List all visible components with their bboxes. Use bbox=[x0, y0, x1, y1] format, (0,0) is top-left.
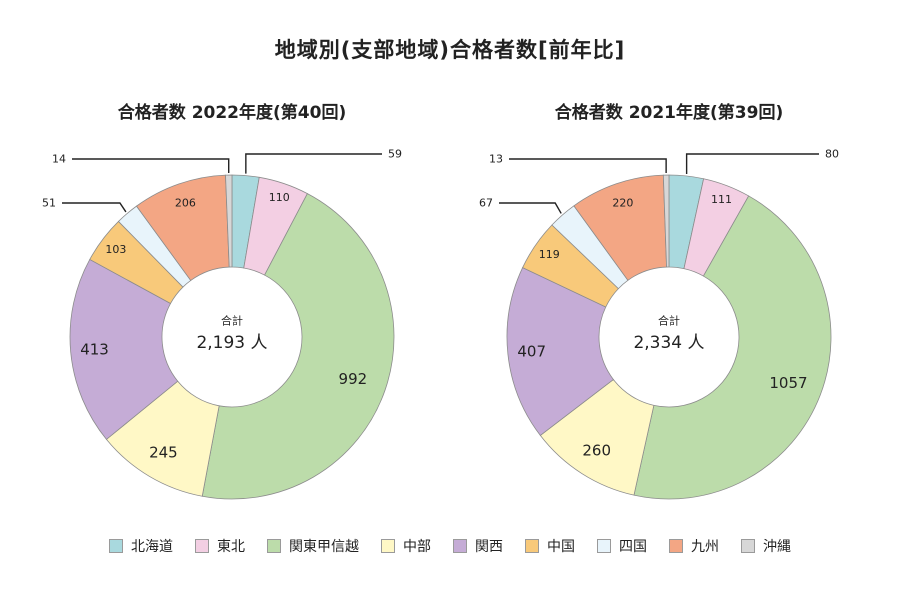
value-label: 413 bbox=[80, 341, 109, 359]
center-label: 合計 bbox=[658, 314, 680, 328]
legend-item: 四国 bbox=[597, 536, 647, 556]
value-label: 80 bbox=[825, 148, 839, 161]
legend-item: 中部 bbox=[381, 536, 431, 556]
legend-item: 九州 bbox=[669, 536, 719, 556]
legend-label: 九州 bbox=[691, 539, 719, 555]
legend-item: 沖縄 bbox=[741, 536, 791, 556]
callout-line bbox=[72, 158, 230, 174]
value-label: 103 bbox=[105, 243, 126, 256]
value-label: 407 bbox=[517, 342, 546, 360]
callout-line bbox=[499, 202, 562, 214]
legend-label: 中国 bbox=[547, 539, 575, 555]
legend-swatch bbox=[453, 539, 467, 553]
legend-swatch bbox=[109, 539, 123, 553]
value-label: 111 bbox=[711, 193, 732, 206]
slice-関東甲信越 bbox=[633, 195, 832, 500]
legend-item: 中国 bbox=[525, 536, 575, 556]
legend-item: 東北 bbox=[195, 536, 245, 556]
legend-label: 中部 bbox=[403, 539, 431, 555]
legend-swatch bbox=[669, 539, 683, 553]
chart-title-2022: 合格者数 2022年度(第40回) bbox=[117, 103, 347, 123]
chart-title-2021: 合格者数 2021年度(第39回) bbox=[554, 103, 784, 123]
legend-label: 関東甲信越 bbox=[289, 539, 359, 555]
value-label: 119 bbox=[539, 248, 560, 261]
slice-関西 bbox=[506, 267, 614, 436]
callout-line bbox=[685, 153, 819, 174]
slice-関東甲信越 bbox=[201, 193, 395, 500]
slice-沖縄 bbox=[225, 174, 233, 268]
legend-label: 四国 bbox=[619, 539, 647, 555]
center-total: 2,193 人 bbox=[196, 333, 267, 353]
donut-chart-0: 59 110 992 245 413 103 51 206 14 合計 2,193 人 bbox=[42, 148, 402, 500]
value-label: 992 bbox=[339, 370, 368, 388]
value-label: 1057 bbox=[769, 374, 807, 392]
legend-label: 北海道 bbox=[131, 539, 173, 555]
legend-swatch bbox=[195, 539, 209, 553]
legend-label: 関西 bbox=[475, 539, 503, 555]
legend-swatch bbox=[525, 539, 539, 553]
value-label: 260 bbox=[582, 441, 611, 459]
legend-swatch bbox=[741, 539, 755, 553]
value-label: 206 bbox=[175, 197, 196, 210]
legend-item: 北海道 bbox=[109, 536, 173, 556]
value-label: 13 bbox=[489, 153, 503, 166]
legend-swatch bbox=[267, 539, 281, 553]
value-label: 110 bbox=[269, 191, 290, 204]
legend-item: 関西 bbox=[453, 536, 503, 556]
legend-label: 沖縄 bbox=[763, 539, 791, 555]
slice-沖縄 bbox=[662, 174, 670, 268]
legend: 北海道 東北 関東甲信越 中部 関西 中国 四国 九州 沖縄 bbox=[0, 534, 900, 558]
callout-line bbox=[245, 153, 382, 174]
value-label: 220 bbox=[612, 196, 633, 209]
center-total: 2,334 人 bbox=[633, 333, 704, 353]
value-label: 14 bbox=[52, 153, 66, 166]
center-label: 合計 bbox=[221, 314, 243, 328]
slice-関西 bbox=[69, 258, 179, 440]
donut-chart-1: 80 111 1057 260 407 119 67 220 13 合計 2,334 人 bbox=[479, 148, 839, 500]
legend-item: 関東甲信越 bbox=[267, 536, 359, 556]
page-title: 地域別(支部地域)合格者数[前年比] bbox=[274, 38, 626, 62]
legend-swatch bbox=[597, 539, 611, 553]
value-label: 67 bbox=[479, 197, 493, 210]
callout-line bbox=[62, 202, 127, 213]
value-label: 51 bbox=[42, 197, 56, 210]
callout-line bbox=[509, 158, 667, 174]
value-label: 59 bbox=[388, 148, 402, 161]
legend-label: 東北 bbox=[217, 539, 245, 555]
value-label: 245 bbox=[149, 444, 178, 462]
legend-swatch bbox=[381, 539, 395, 553]
